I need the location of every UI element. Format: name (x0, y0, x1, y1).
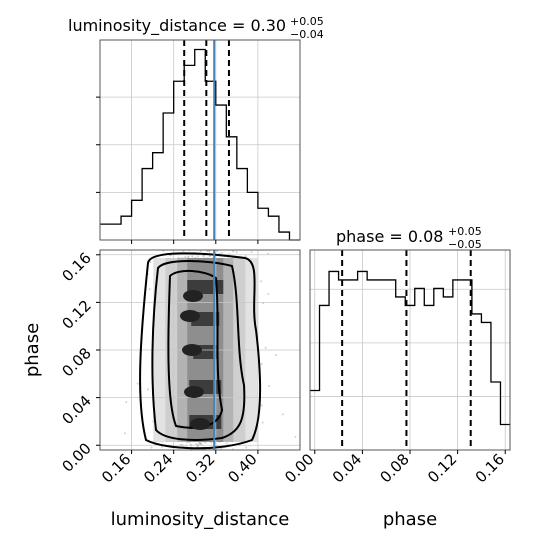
y-axis-label-phase: phase (22, 323, 43, 377)
scatter-point (149, 260, 152, 263)
y-tick-label: 0.12 (58, 296, 94, 332)
scatter-point (244, 255, 247, 258)
scatter-point (260, 280, 263, 283)
scatter-point (294, 435, 297, 438)
scatter-point (198, 441, 201, 444)
title: phase = 0.08 (336, 227, 443, 246)
contour-core (182, 344, 202, 356)
contour-core (190, 418, 210, 430)
x-tick-label: 0.00 (281, 450, 317, 486)
axis-labels: luminosity_distance phase phase (22, 323, 437, 530)
luminosity-distance-histogram-panel: luminosity_distance = 0.30 +0.05−0.04 (68, 15, 324, 244)
title-upper-error: +0.05 (290, 15, 324, 28)
scatter-point (123, 432, 126, 435)
scatter-point (125, 401, 128, 404)
scatter-point (186, 256, 189, 259)
panel-frame (99, 39, 301, 241)
scatter-point (225, 442, 228, 445)
scatter-point (275, 354, 278, 357)
y-tick-label: 0.08 (58, 344, 94, 380)
scatter-point (266, 252, 269, 255)
scatter-point (232, 250, 235, 253)
y-tick-label: 0.16 (58, 249, 94, 285)
histogram-step (100, 48, 300, 241)
x-tick-label: 0.04 (329, 450, 365, 486)
scatter-point (250, 251, 253, 254)
contour-core (184, 386, 204, 398)
scatter-point (261, 421, 264, 424)
x-tick-label: 0.12 (424, 450, 460, 486)
scatter-point (191, 255, 194, 258)
x-axis-label-phase: phase (383, 509, 437, 530)
x-tick-label: 0.08 (376, 450, 412, 486)
scatter-point (196, 255, 199, 258)
x-tick-label: 0.40 (224, 450, 260, 486)
scatter-point (146, 388, 149, 391)
scatter-point (260, 363, 263, 366)
contour-core (180, 310, 200, 322)
scatter-point (148, 288, 151, 291)
x-tick-label: 0.32 (182, 450, 218, 486)
scatter-point (260, 404, 263, 407)
y-tick-label: 0.04 (58, 392, 94, 428)
phase-histogram-panel: 0.00 0.04 0.08 0.12 0.16 phase = 0.08 +0.05−0.… (281, 225, 511, 486)
title-lower-error: −0.05 (448, 238, 482, 251)
x-axis-label-luminosity: luminosity_distance (111, 509, 290, 530)
scatter-point (195, 443, 198, 446)
x-tick-label: 0.24 (140, 450, 176, 486)
title-upper-error: +0.05 (448, 225, 482, 238)
scatter-point (235, 251, 238, 254)
scatter-point (267, 385, 270, 388)
scatter-density-panel: 0.16 0.24 0.32 0.400.000.040.080.120.16 (58, 249, 301, 486)
scatter-point (264, 346, 267, 349)
scatter-point (208, 250, 211, 253)
scatter-point (184, 256, 187, 259)
scatter-point (281, 413, 284, 416)
scatter-point (136, 382, 139, 385)
scatter-point (220, 252, 223, 255)
scatter-point (245, 446, 248, 449)
contour-line (139, 252, 262, 450)
scatter-point (150, 446, 153, 449)
grid (100, 40, 300, 240)
contour-line (151, 260, 246, 441)
grid (310, 250, 510, 450)
scatter-point (216, 250, 219, 253)
x-tick-label: 0.16 (98, 450, 134, 486)
scatter-point (206, 250, 209, 253)
scatter-point (208, 255, 211, 258)
y-tick-label: 0.00 (58, 439, 94, 475)
title-lower-error: −0.04 (290, 28, 324, 41)
title: luminosity_distance = 0.30 (68, 16, 286, 36)
contour-core (183, 290, 203, 302)
contour-line (167, 270, 224, 429)
x-tick-label: 0.16 (472, 450, 508, 486)
histogram-step (310, 270, 510, 426)
scatter-point (267, 293, 270, 296)
